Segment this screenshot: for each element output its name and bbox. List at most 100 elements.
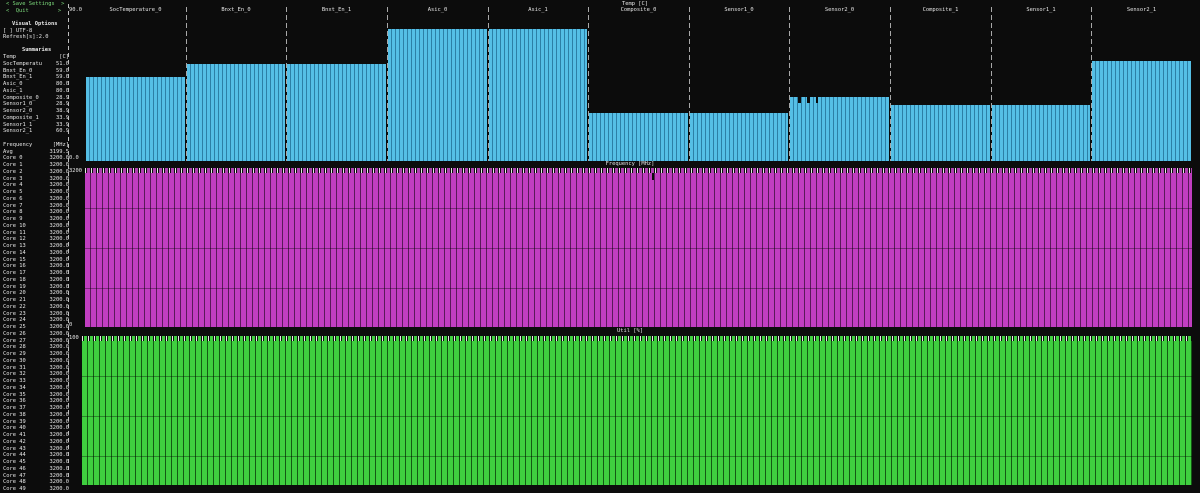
core-freq-row-value: 3200.0 [49, 175, 69, 182]
core-freq-row: Core 30 3200.0 [0, 358, 69, 365]
temp-summary-row-label: Bnxt_En_0 [3, 67, 33, 74]
temp-summary-row: Composite_1 33.9 [0, 115, 69, 122]
core-freq-row: Core 17 3200.0 [0, 270, 69, 277]
core-freq-row-value: 3200.0 [49, 249, 69, 256]
core-freq-row-label: Core 19 [3, 283, 26, 290]
core-freq-row: Core 42 3200.0 [0, 439, 69, 446]
core-freq-row-label: Core 15 [3, 256, 26, 263]
temp-column-divider [689, 7, 690, 161]
temp-column-divider [890, 7, 891, 161]
core-freq-row-value: 3200.0 [49, 276, 69, 283]
core-freq-row-label: Core 47 [3, 472, 26, 479]
core-freq-row-label: Core 2 [3, 168, 23, 175]
core-freq-row-value: 3200.0 [49, 202, 69, 209]
core-freq-row-value: 3200.0 [49, 364, 69, 371]
core-freq-row-value: 3200.0 [49, 344, 69, 351]
core-freq-row-label: Core 39 [3, 418, 26, 425]
core-freq-row: Core 11 3200.0 [0, 230, 69, 237]
temp-column-label: Sensor2_1 [1126, 7, 1157, 13]
quit-button[interactable]: < Quit > [6, 8, 62, 14]
core-freq-row: Core 35 3200.0 [0, 392, 69, 399]
core-freq-row-value: 3200.0 [49, 243, 69, 249]
temp-ytop-label: 90.0 [69, 7, 82, 13]
core-freq-row-label: Core 26 [3, 330, 26, 337]
temp-ybottom-label: 0.0 [69, 155, 79, 161]
temp-chart: SocTemperature_0 Bnxt_En_0 Bnxt_En_1 Asic_0… [85, 7, 1192, 161]
temp-summary-row-value: 60.9 [56, 128, 69, 135]
temp-header-label: Temp [3, 54, 16, 60]
temp-bar [690, 113, 788, 161]
freq-dip [652, 173, 654, 180]
temp-chart-title: Temp [C] [622, 1, 648, 7]
core-freq-row-label: Core 38 [3, 411, 26, 418]
core-freq-row-label: Core 48 [3, 479, 26, 486]
core-freq-row-value: 3200.0 [49, 438, 69, 445]
core-freq-row-label: Core 9 [3, 216, 23, 222]
temp-bar [287, 64, 386, 161]
temp-summary-row-label: Asic_1 [3, 87, 23, 94]
core-freq-row: Core 6 3200.0 [0, 196, 69, 203]
core-freq-row-label: Core 49 [3, 486, 26, 492]
save-settings-button[interactable]: < Save Settings > [6, 1, 65, 7]
freq-chart [85, 168, 1192, 327]
core-freq-row: Core 38 3200.0 [0, 412, 69, 419]
core-freq-row-value: 3200.0 [49, 236, 69, 243]
freq-top-edge [85, 168, 1192, 173]
core-freq-row-label: Core 46 [3, 465, 26, 472]
temp-summary-row-label: Bnxt_En_1 [3, 74, 33, 81]
core-freq-row-value: 3200.0 [49, 371, 69, 378]
temp-column-divider [286, 7, 287, 161]
core-freq-row: Core 24 3200.0 [0, 317, 69, 324]
core-freq-row: Core 2 3200.0 [0, 169, 69, 176]
core-freq-row: Core 36 3200.0 [0, 398, 69, 405]
utf8-checkbox[interactable]: [ ] UTF-8 [3, 28, 33, 34]
temp-summary-row: Sensor1_0 28.9 [0, 101, 69, 108]
temp-summary-row: Sensor1_1 33.9 [0, 122, 69, 129]
temp-column-label: Sensor1_1 [1026, 7, 1056, 13]
core-freq-row-label: Core 42 [3, 438, 26, 445]
core-freq-row-value: 3200.0 [49, 290, 69, 297]
core-freq-row: Core 40 3200.0 [0, 425, 69, 432]
core-freq-row-value: 3200.0 [49, 391, 69, 398]
freq-ybottom-label: 0 [69, 322, 73, 328]
core-freq-row-label: Core 4 [3, 182, 23, 189]
core-freq-row-label: Core 3 [3, 175, 23, 182]
core-freq-row-value: 3200.0 [49, 310, 69, 317]
core-freq-row-label: Core 43 [3, 445, 26, 452]
temp-column-divider [991, 7, 992, 161]
core-freq-row-label: Core 24 [3, 317, 26, 324]
refresh-field[interactable]: Refresh[s]:2.0 [3, 34, 49, 40]
temp-summary-row-label: Sensor1_0 [3, 101, 33, 108]
temp-bar [187, 64, 285, 161]
util-chart [82, 336, 1192, 485]
temp-column-divider [488, 7, 489, 161]
core-freq-row-value: 3200.0 [49, 229, 69, 236]
core-freq-row: Core 23 3200.0 [0, 311, 69, 318]
core-freq-row-label: Core 12 [3, 236, 26, 243]
core-freq-row-label: Core 34 [3, 384, 26, 391]
core-freq-row-label: Core 0 [3, 155, 23, 162]
core-freq-row: Core 26 3200.0 [0, 331, 69, 338]
core-freq-row-label: Core 11 [3, 229, 26, 236]
core-freq-row-value: 3200.0 [49, 337, 69, 344]
core-freq-row: Core 44 3200.0 [0, 452, 69, 459]
temp-column-label: Composite_1 [922, 7, 959, 13]
temp-summary-row-value: 28.9 [56, 94, 69, 101]
core-freq-row-label: Core 35 [3, 391, 26, 398]
freq-ytop-label: 3200 [69, 168, 82, 174]
core-freq-row-value: 3200.0 [49, 486, 69, 492]
freq-header-value: [MHz] [52, 141, 69, 148]
core-freq-row-value: 3200.0 [49, 303, 69, 310]
core-freq-row-label: Core 1 [3, 162, 23, 168]
visual-options-title: Visual Options [12, 21, 58, 27]
core-freq-row-value: 3200.0 [49, 398, 69, 405]
core-freq-row: Core 12 3200.0 [0, 236, 69, 243]
core-freq-row: Core 22 3200.0 [0, 304, 69, 311]
core-freq-row-value: 3200.0 [49, 378, 69, 384]
util-chart-title: Util [%] [617, 328, 643, 334]
temp-bar [589, 113, 688, 161]
core-freq-row-label: Core 44 [3, 452, 26, 459]
core-freq-row-value: 3200.0 [49, 418, 69, 425]
core-freq-row: Core 33 3200.0 [0, 378, 69, 385]
core-freq-row: Core 13 3200.0 [0, 243, 69, 250]
